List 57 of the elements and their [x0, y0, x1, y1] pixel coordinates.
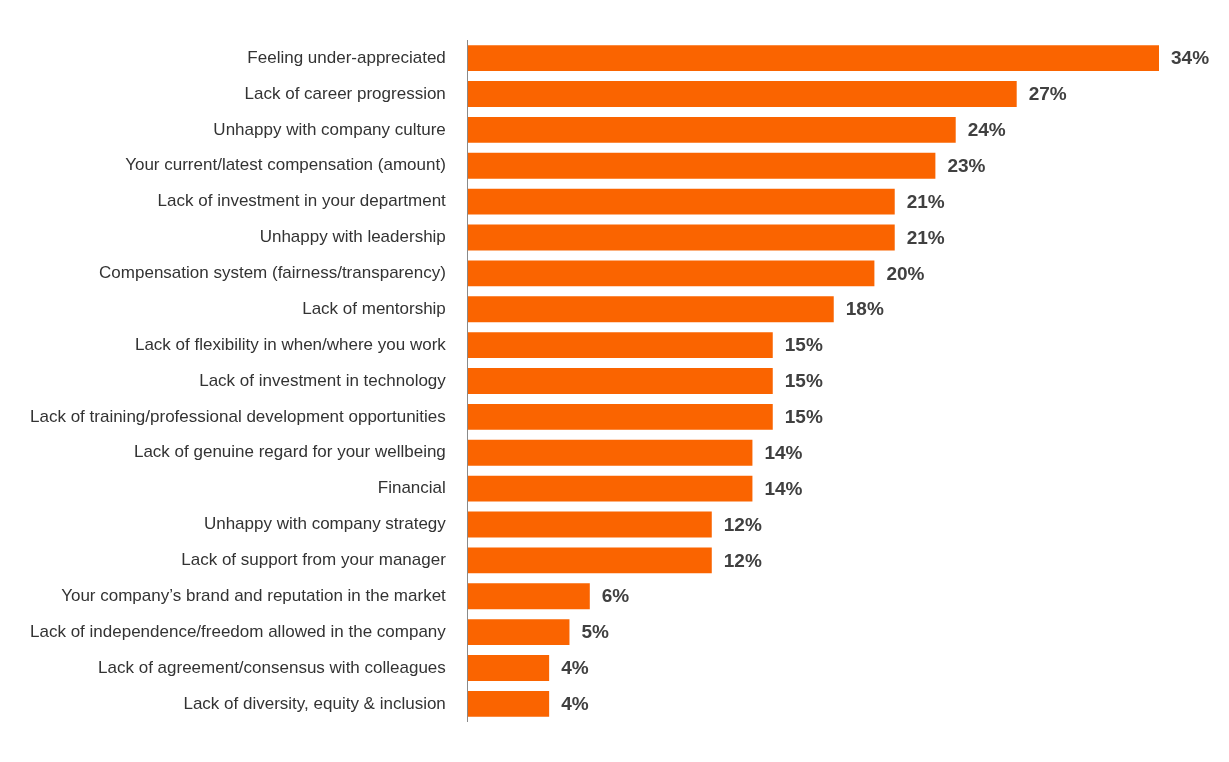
data-label: 34% — [1171, 47, 1210, 69]
bar — [467, 368, 773, 394]
y-tick-label: Lack of investment in technology — [199, 370, 447, 390]
data-label: 4% — [561, 693, 589, 715]
y-tick-label: Lack of flexibility in when/where you work — [134, 334, 447, 354]
bar — [467, 45, 1159, 72]
y-tick-label: Unhappy with leadership — [259, 227, 446, 247]
y-tick-label: Compensation system (fairness/transparency) — [99, 263, 446, 283]
y-tick-label: Unhappy with company strategy — [203, 514, 447, 534]
y-tick-label: Lack of investment in your department — [157, 191, 447, 211]
y-tick-label: Financial — [377, 478, 446, 498]
data-label: 12% — [723, 549, 762, 571]
bar — [467, 403, 773, 430]
bar — [467, 619, 570, 646]
y-tick-label: Lack of support from your manager — [181, 550, 447, 570]
data-label: 18% — [845, 298, 884, 320]
data-label: 21% — [906, 226, 945, 248]
y-tick-label: Unhappy with company culture — [213, 119, 446, 139]
y-tick-label: Feeling under-appreciated — [247, 47, 446, 67]
bar — [467, 655, 550, 681]
data-label: 15% — [784, 406, 823, 428]
bar — [467, 260, 875, 287]
y-tick-label: Lack of genuine regard for your wellbeing — [133, 442, 446, 462]
bar — [467, 511, 712, 538]
y-tick-label: Lack of diversity, equity & inclusion — [183, 693, 446, 713]
bar — [467, 152, 936, 179]
bar — [467, 81, 1017, 107]
bar — [467, 116, 956, 143]
y-tick-label: Lack of career progression — [244, 83, 446, 103]
bar — [467, 475, 753, 502]
bar — [467, 583, 590, 610]
bar — [467, 224, 895, 251]
data-label: 15% — [784, 334, 823, 356]
data-label: 27% — [1028, 83, 1067, 105]
data-label: 14% — [764, 441, 803, 463]
data-label: 4% — [561, 657, 589, 679]
y-tick-label: Lack of independence/freedom allowed in the company — [30, 621, 447, 641]
data-label: 5% — [581, 621, 610, 643]
bar — [467, 547, 712, 574]
data-label: 24% — [967, 119, 1006, 141]
data-label: 12% — [723, 513, 762, 535]
bar — [467, 296, 834, 323]
data-label: 14% — [764, 477, 803, 499]
data-label: 21% — [906, 190, 945, 212]
y-tick-label: Lack of mentorship — [302, 298, 446, 318]
bar — [467, 439, 753, 466]
y-tick-label: Lack of agreement/consensus with colleagues — [98, 657, 446, 677]
data-label: 15% — [784, 370, 823, 392]
y-tick-label: Lack of training/professional development opportunities — [30, 406, 446, 426]
y-tick-label: Your current/latest compensation (amount) — [125, 155, 446, 175]
bar — [467, 188, 895, 215]
bar — [467, 332, 773, 359]
data-label: 6% — [601, 585, 630, 607]
bar — [467, 690, 550, 717]
data-label: 23% — [947, 154, 986, 176]
y-tick-label: Your company’s brand and reputation in the market — [61, 585, 447, 605]
data-label: 20% — [886, 262, 925, 284]
